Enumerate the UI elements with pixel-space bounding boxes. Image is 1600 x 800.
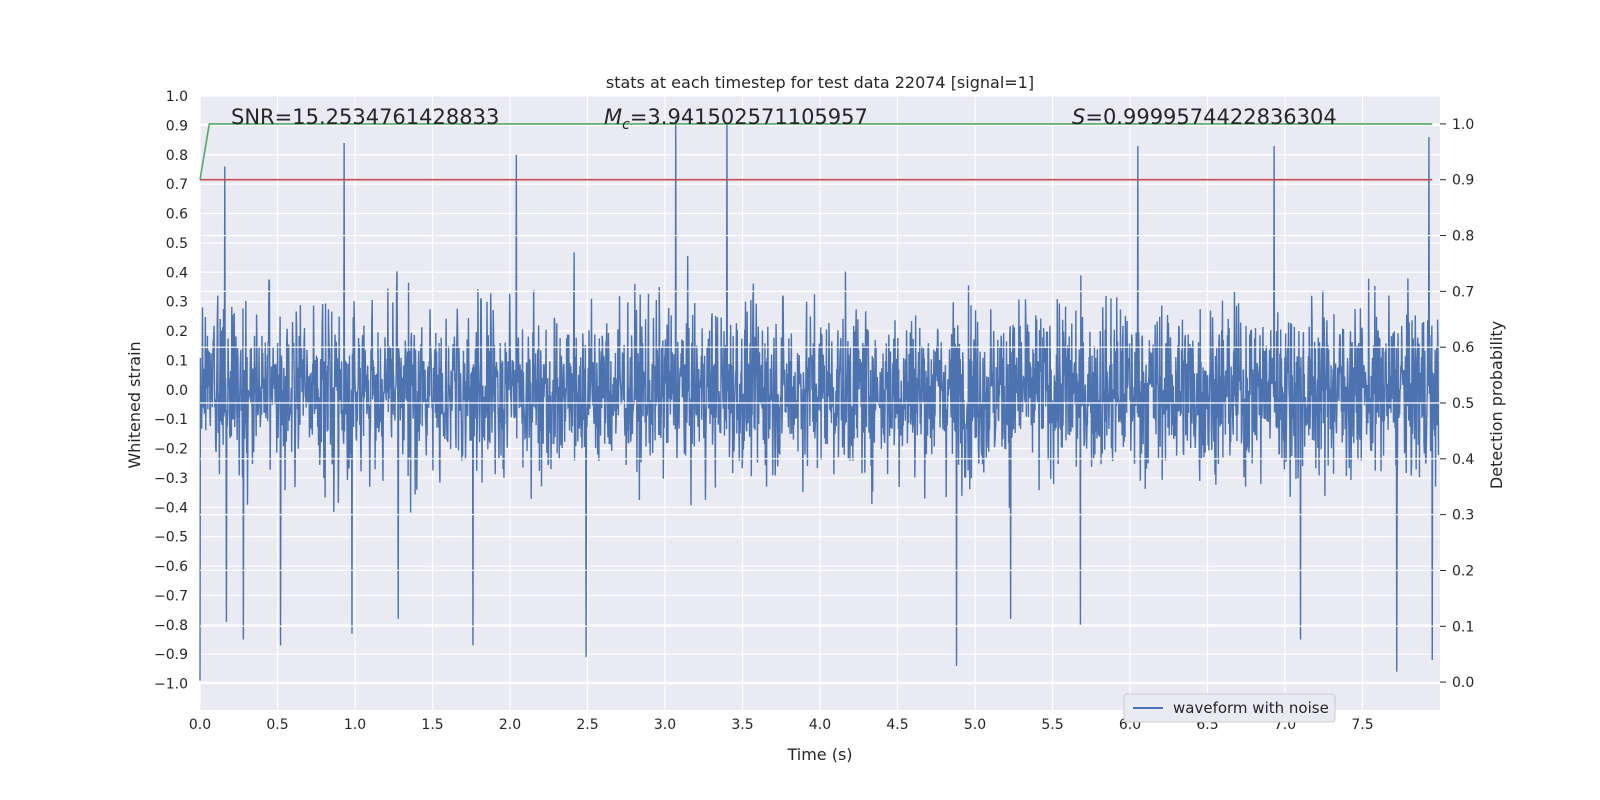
- chirp-mass-value: =3.941502571105957: [630, 105, 868, 129]
- s-value: =0.9999574422836304: [1085, 105, 1336, 129]
- x-tick-label: 4.5: [886, 717, 908, 733]
- y2-tick-label: 0.2: [1452, 563, 1474, 579]
- snr-annotation: SNR=15.2534761428833: [231, 105, 499, 129]
- y-tick-label: 0.2: [166, 324, 188, 340]
- legend-label: waveform with noise: [1173, 699, 1329, 717]
- y-tick-label: 0.7: [166, 177, 188, 193]
- y-tick-label: −0.7: [154, 588, 188, 604]
- y-tick-label: 0.1: [166, 353, 188, 369]
- x-axis-label: Time (s): [786, 745, 852, 764]
- x-tick-label: 3.5: [731, 717, 753, 733]
- chirp-mass-symbol: M: [604, 105, 622, 129]
- y-tick-label: −0.6: [154, 559, 188, 575]
- y2-tick-label: 0.4: [1452, 452, 1474, 468]
- y2-tick-label: 0.5: [1452, 396, 1474, 412]
- y2-tick-label: 1.0: [1452, 117, 1474, 133]
- y-tick-label: 0.3: [166, 295, 188, 311]
- y-tick-label: −1.0: [154, 677, 188, 693]
- chirp-mass-annotation: Mc=3.941502571105957: [604, 105, 868, 133]
- x-tick-label: 0.0: [189, 717, 211, 733]
- y-tick-label: 0.0: [166, 383, 188, 399]
- y-tick-label: −0.1: [154, 412, 188, 428]
- y-tick-label: −0.8: [154, 618, 188, 634]
- x-tick-label: 1.0: [344, 717, 366, 733]
- y-tick-label: −0.3: [154, 471, 188, 487]
- y2-axis-label: Detection probability: [1487, 321, 1506, 489]
- y-axis-label: Whitened strain: [125, 341, 144, 468]
- y-tick-label: −0.5: [154, 530, 188, 546]
- chirp-mass-subscript: c: [622, 117, 630, 133]
- legend: waveform with noise: [1123, 693, 1336, 723]
- detection-probability-line: [199, 123, 1433, 180]
- x-tick-label: 3.0: [654, 717, 676, 733]
- y-tick-label: 0.5: [166, 236, 188, 252]
- s-annotation: S=0.9999574422836304: [1072, 105, 1337, 129]
- y2-tick-label: 0.0: [1452, 675, 1474, 691]
- y2-tick-label: 0.6: [1452, 340, 1474, 356]
- y-tick-label: −0.4: [154, 500, 188, 516]
- y2-tick-label: 0.8: [1452, 229, 1474, 245]
- s-symbol: S: [1072, 105, 1085, 129]
- chart-title: stats at each timestep for test data 220…: [606, 73, 1034, 92]
- x-tick-label: 1.5: [421, 717, 443, 733]
- y-tick-label: 0.4: [166, 265, 188, 281]
- y-tick-label: −0.2: [154, 442, 188, 458]
- y-tick-label: 0.8: [166, 148, 188, 164]
- legend-box: [1123, 693, 1336, 723]
- x-tick-label: 5.0: [964, 717, 986, 733]
- x-tick-label: 4.0: [809, 717, 831, 733]
- x-tick-label: 5.5: [1041, 717, 1063, 733]
- y-tick-label: 1.0: [166, 89, 188, 105]
- y2-tick-label: 0.3: [1452, 508, 1474, 524]
- y2-tick-label: 0.1: [1452, 619, 1474, 635]
- probability-series: [199, 123, 1433, 181]
- y-tick-label: −0.9: [154, 647, 188, 663]
- y2-tick-label: 0.7: [1452, 284, 1474, 300]
- x-tick-label: 2.0: [499, 717, 521, 733]
- x-tick-label: 2.5: [576, 717, 598, 733]
- x-tick-label: 7.5: [1351, 717, 1373, 733]
- y-tick-label: 0.6: [166, 207, 188, 223]
- y2-tick-label: 0.9: [1452, 173, 1474, 189]
- y-tick-label: 0.9: [166, 118, 188, 134]
- x-tick-label: 0.5: [266, 717, 288, 733]
